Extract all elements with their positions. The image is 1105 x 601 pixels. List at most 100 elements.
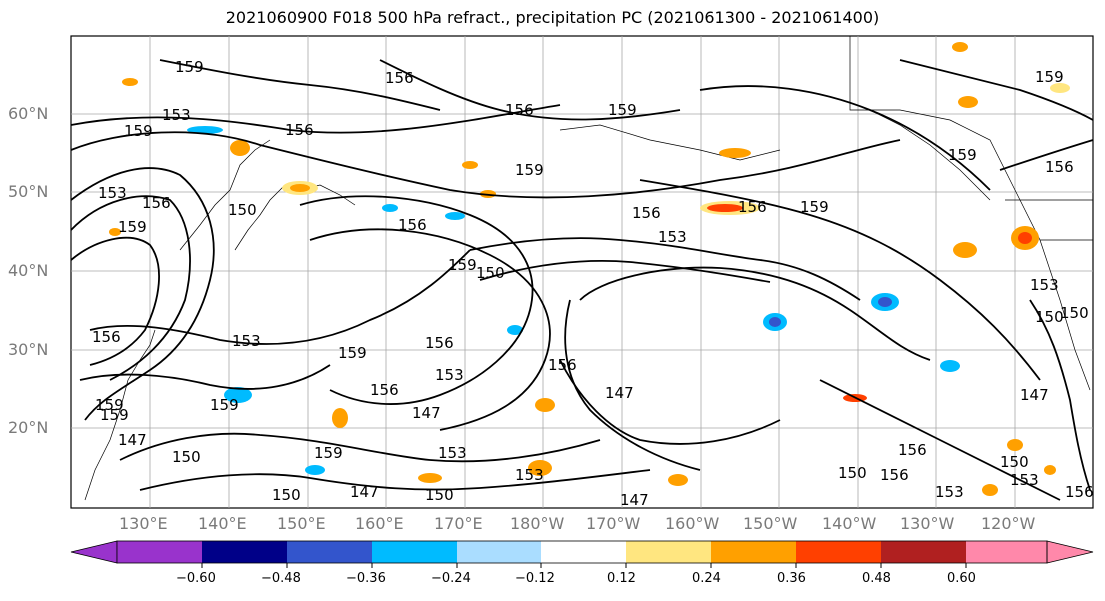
- lat-label: 50°N: [8, 182, 49, 201]
- colorbar-tick-label: −0.60: [176, 571, 216, 586]
- contour-label: 159: [124, 122, 153, 140]
- contour-label: 150: [838, 464, 867, 482]
- contour-label: 150: [272, 486, 301, 504]
- contour-label: 156: [898, 441, 927, 459]
- contour-label: 159: [948, 146, 977, 164]
- contour-label: 150: [1035, 308, 1064, 326]
- contour-label: 150: [476, 264, 505, 282]
- colorbar-segment: [202, 541, 287, 563]
- contour-label: 156: [425, 334, 454, 352]
- contour-label: 150: [228, 201, 257, 219]
- lon-label: 180°W: [510, 514, 565, 533]
- colorbar-segment: [626, 541, 711, 563]
- contour-label: 159: [175, 58, 204, 76]
- contour-label: 153: [1010, 471, 1039, 489]
- contour-label: 153: [935, 483, 964, 501]
- colorbar-tick-label: −0.24: [431, 571, 471, 586]
- contour-label: 159: [314, 444, 343, 462]
- contour-label: 156: [738, 198, 767, 216]
- contour-label: 153: [515, 466, 544, 484]
- lon-label: 150°W: [743, 514, 798, 533]
- colorbar-segment: [881, 541, 966, 563]
- colorbar-segment: [287, 541, 372, 563]
- colorbar-segment: [711, 541, 796, 563]
- map-gridlines: [71, 36, 1093, 508]
- contour-label: 153: [658, 228, 687, 246]
- contour-label: 153: [435, 366, 464, 384]
- contour-label: 150: [1000, 453, 1029, 471]
- contour-label: 159: [1035, 68, 1064, 86]
- lat-label: 20°N: [8, 418, 49, 437]
- lon-label: 120°W: [981, 514, 1036, 533]
- colorbar-frame: [116, 540, 1048, 564]
- colorbar-tick-label: −0.12: [515, 571, 555, 586]
- contour-label: 159: [95, 396, 124, 414]
- colorbar-tick-label: 0.48: [862, 571, 891, 586]
- contour-label: 156: [142, 194, 171, 212]
- colorbar-over-arrow: [1046, 540, 1094, 564]
- lon-label: 130°E: [119, 514, 168, 533]
- contour-labels: 159 153 156 159 156 153 156 159 156 159 …: [92, 58, 1094, 509]
- lon-label: 170°E: [434, 514, 483, 533]
- contour-label: 150: [425, 486, 454, 504]
- contour-label: 150: [172, 448, 201, 466]
- lat-label: 30°N: [8, 340, 49, 359]
- contour-label: 156: [1065, 483, 1094, 501]
- contour-label: 156: [880, 466, 909, 484]
- colorbar-tick-label: 0.12: [607, 571, 636, 586]
- contour-label: 156: [385, 69, 414, 87]
- colorbar-segment: [966, 541, 1047, 563]
- contour-label: 159: [448, 256, 477, 274]
- contour-label: 159: [100, 406, 129, 424]
- colorbar-segment: [457, 541, 541, 563]
- lon-label: 150°E: [277, 514, 326, 533]
- colorbar-tick-label: 0.60: [947, 571, 976, 586]
- lon-label: 130°W: [900, 514, 955, 533]
- lon-label: 170°W: [586, 514, 641, 533]
- contour-label: 156: [398, 216, 427, 234]
- colorbar-segment: [796, 541, 881, 563]
- colorbar-tick-label: 0.24: [692, 571, 721, 586]
- contour-label: 159: [515, 161, 544, 179]
- contour-label: 147: [620, 491, 649, 509]
- contour-label: 153: [232, 332, 261, 350]
- lat-label: 40°N: [8, 261, 49, 280]
- colorbar-segment: [372, 541, 457, 563]
- lon-label: 160°E: [355, 514, 404, 533]
- contour-label: 153: [162, 106, 191, 124]
- contour-label: 159: [608, 101, 637, 119]
- colorbar-segment: [541, 541, 626, 563]
- contour-label: 156: [505, 101, 534, 119]
- contour-label: 159: [118, 218, 147, 236]
- contour-label: 153: [98, 184, 127, 202]
- colorbar-under-arrow: [70, 540, 118, 564]
- contour-label: 153: [438, 444, 467, 462]
- contour-label: 147: [350, 483, 379, 501]
- contour-label: 156: [285, 121, 314, 139]
- colorbar-tick-label: −0.36: [346, 571, 386, 586]
- contour-label: 147: [605, 384, 634, 402]
- contour-label: 147: [118, 431, 147, 449]
- lat-label: 60°N: [8, 104, 49, 123]
- lon-label: 140°W: [822, 514, 877, 533]
- contour-label: 147: [1020, 386, 1049, 404]
- map-frame: [70, 35, 1094, 509]
- contour-label: 159: [210, 396, 239, 414]
- refractivity-contours: [70, 59, 1094, 501]
- contour-label: 159: [800, 198, 829, 216]
- contour-label: 156: [548, 356, 577, 374]
- contour-label: 150: [1060, 304, 1089, 322]
- contour-label: 156: [632, 204, 661, 222]
- colorbar-tick-label: −0.48: [261, 571, 301, 586]
- contour-label: 156: [370, 381, 399, 399]
- contour-label: 159: [338, 344, 367, 362]
- colorbar-segment: [117, 541, 202, 563]
- colorbar: [70, 540, 1094, 568]
- chart-title: 2021060900 F018 500 hPa refract., precip…: [225, 8, 880, 27]
- contour-label: 147: [412, 404, 441, 422]
- lon-label: 140°E: [198, 514, 247, 533]
- colorbar-tick-label: 0.36: [777, 571, 806, 586]
- contour-label: 156: [92, 328, 121, 346]
- lon-label: 160°W: [665, 514, 720, 533]
